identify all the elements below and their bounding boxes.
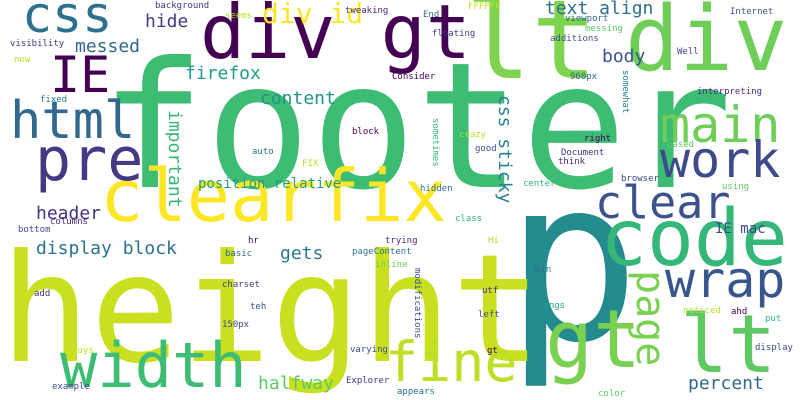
cloud-word: block [352, 127, 380, 137]
cloud-word: class [455, 214, 483, 224]
cloud-word: hide [145, 11, 189, 32]
cloud-word: example [52, 382, 90, 392]
cloud-word: think [558, 157, 586, 167]
cloud-word: using [722, 182, 750, 192]
cloud-word: add [34, 289, 51, 299]
cloud-word: 960px [570, 72, 598, 82]
cloud-word: footer [100, 26, 733, 229]
cloud-word: important [164, 110, 185, 208]
cloud-word: based [667, 140, 695, 150]
cloud-word: pageContent [352, 247, 412, 257]
cloud-word: interpreting [697, 87, 763, 97]
cloud-word: IE [50, 46, 111, 104]
cloud-word: background [155, 1, 210, 11]
cloud-word: hidden [420, 184, 453, 194]
cloud-word: code [600, 194, 788, 284]
cloud-word: columns [50, 217, 88, 227]
cloud-word: wrap [665, 251, 786, 309]
cloud-word: header [36, 203, 102, 224]
cloud-word: sometimes [430, 118, 440, 167]
cloud-word: div [625, 0, 788, 92]
cloud-word: inline [375, 260, 408, 270]
cloud-word: IE mac [715, 221, 766, 237]
cloud-word: FIX [302, 159, 319, 169]
cloud-word: Hi [488, 236, 499, 246]
cloud-word: left [478, 310, 500, 320]
cloud-word: div gt [200, 0, 471, 76]
cloud-word: basic [225, 249, 253, 259]
cloud-word: appears [397, 387, 435, 397]
cloud-word: visibility [10, 39, 65, 49]
cloud-word: work [660, 131, 781, 189]
cloud-word: display [755, 343, 793, 353]
cloud-word: crazy [459, 130, 487, 140]
cloud-word: color [598, 389, 626, 399]
cloud-word: Explorer [346, 376, 390, 386]
cloud-word: additions [550, 34, 599, 44]
cloud-word: utf [482, 286, 499, 296]
cloud-word: p [505, 131, 641, 393]
cloud-word: Document [561, 148, 605, 158]
cloud-word: halfway [258, 373, 334, 394]
cloud-word: clear [595, 176, 731, 229]
cloud-word: content [260, 88, 336, 109]
cloud-word: now [14, 55, 31, 65]
cloud-word: position relative [198, 176, 342, 192]
cloud-word: html [10, 91, 136, 151]
cloud-word: ahd [731, 307, 748, 317]
cloud-word: hr [248, 236, 259, 246]
cloud-word: messed [75, 36, 141, 57]
cloud-word: hangs [538, 301, 566, 311]
cloud-word: fixed [40, 95, 68, 105]
cloud-word: messing [585, 24, 623, 34]
cloud-word: good [475, 144, 497, 154]
cloud-word: varying [350, 345, 388, 355]
cloud-word: width [60, 329, 247, 400]
cloud-word: gets [280, 243, 324, 264]
cloud-word: noticed [683, 306, 721, 316]
cloud-word: Consider [392, 72, 436, 82]
cloud-word: Well [677, 47, 699, 57]
cloud-word: gt [487, 346, 498, 356]
cloud-word: gt [545, 293, 642, 386]
cloud-word: guys [72, 346, 94, 356]
cloud-word: seems [225, 11, 253, 21]
cloud-word: auto [252, 147, 274, 157]
cloud-word: lt [680, 298, 777, 391]
cloud-word: 150px [222, 320, 250, 330]
cloud-word: css [22, 0, 113, 44]
cloud-word: floating [432, 29, 476, 39]
cloud-word: modifications [412, 268, 422, 339]
cloud-word: right [584, 134, 612, 144]
cloud-word: lt [465, 0, 598, 104]
cloud-word: trying [385, 236, 418, 246]
cloud-word: bottom [18, 225, 51, 235]
cloud-word: charset [222, 280, 260, 290]
cloud-word: somewhat [620, 70, 630, 114]
cloud-word: teh [250, 302, 267, 312]
cloud-word: body [602, 46, 646, 67]
cloud-word: clearfix [100, 154, 447, 238]
cloud-word: percent [688, 373, 764, 394]
cloud-word: min [535, 265, 552, 275]
cloud-word: End [423, 10, 440, 20]
cloud-word: display block [36, 238, 177, 259]
cloud-word: css sticky [494, 95, 515, 204]
cloud-word: div id [262, 0, 364, 30]
cloud-word: browser [621, 174, 659, 184]
cloud-word: firefox [185, 63, 261, 84]
cloud-word: fine [385, 330, 518, 394]
cloud-word: main [660, 96, 781, 154]
cloud-word: viewport [565, 14, 609, 24]
cloud-word: page [627, 270, 673, 367]
cloud-word: center [523, 179, 556, 189]
cloud-word: tweaking [345, 6, 389, 16]
cloud-word: put [765, 314, 782, 324]
cloud-word: pre [35, 125, 144, 195]
cloud-word: text align [545, 0, 654, 19]
cloud-word: height [0, 223, 542, 397]
cloud-word: Internet [730, 7, 774, 17]
cloud-word: FFFFFF [468, 2, 501, 12]
